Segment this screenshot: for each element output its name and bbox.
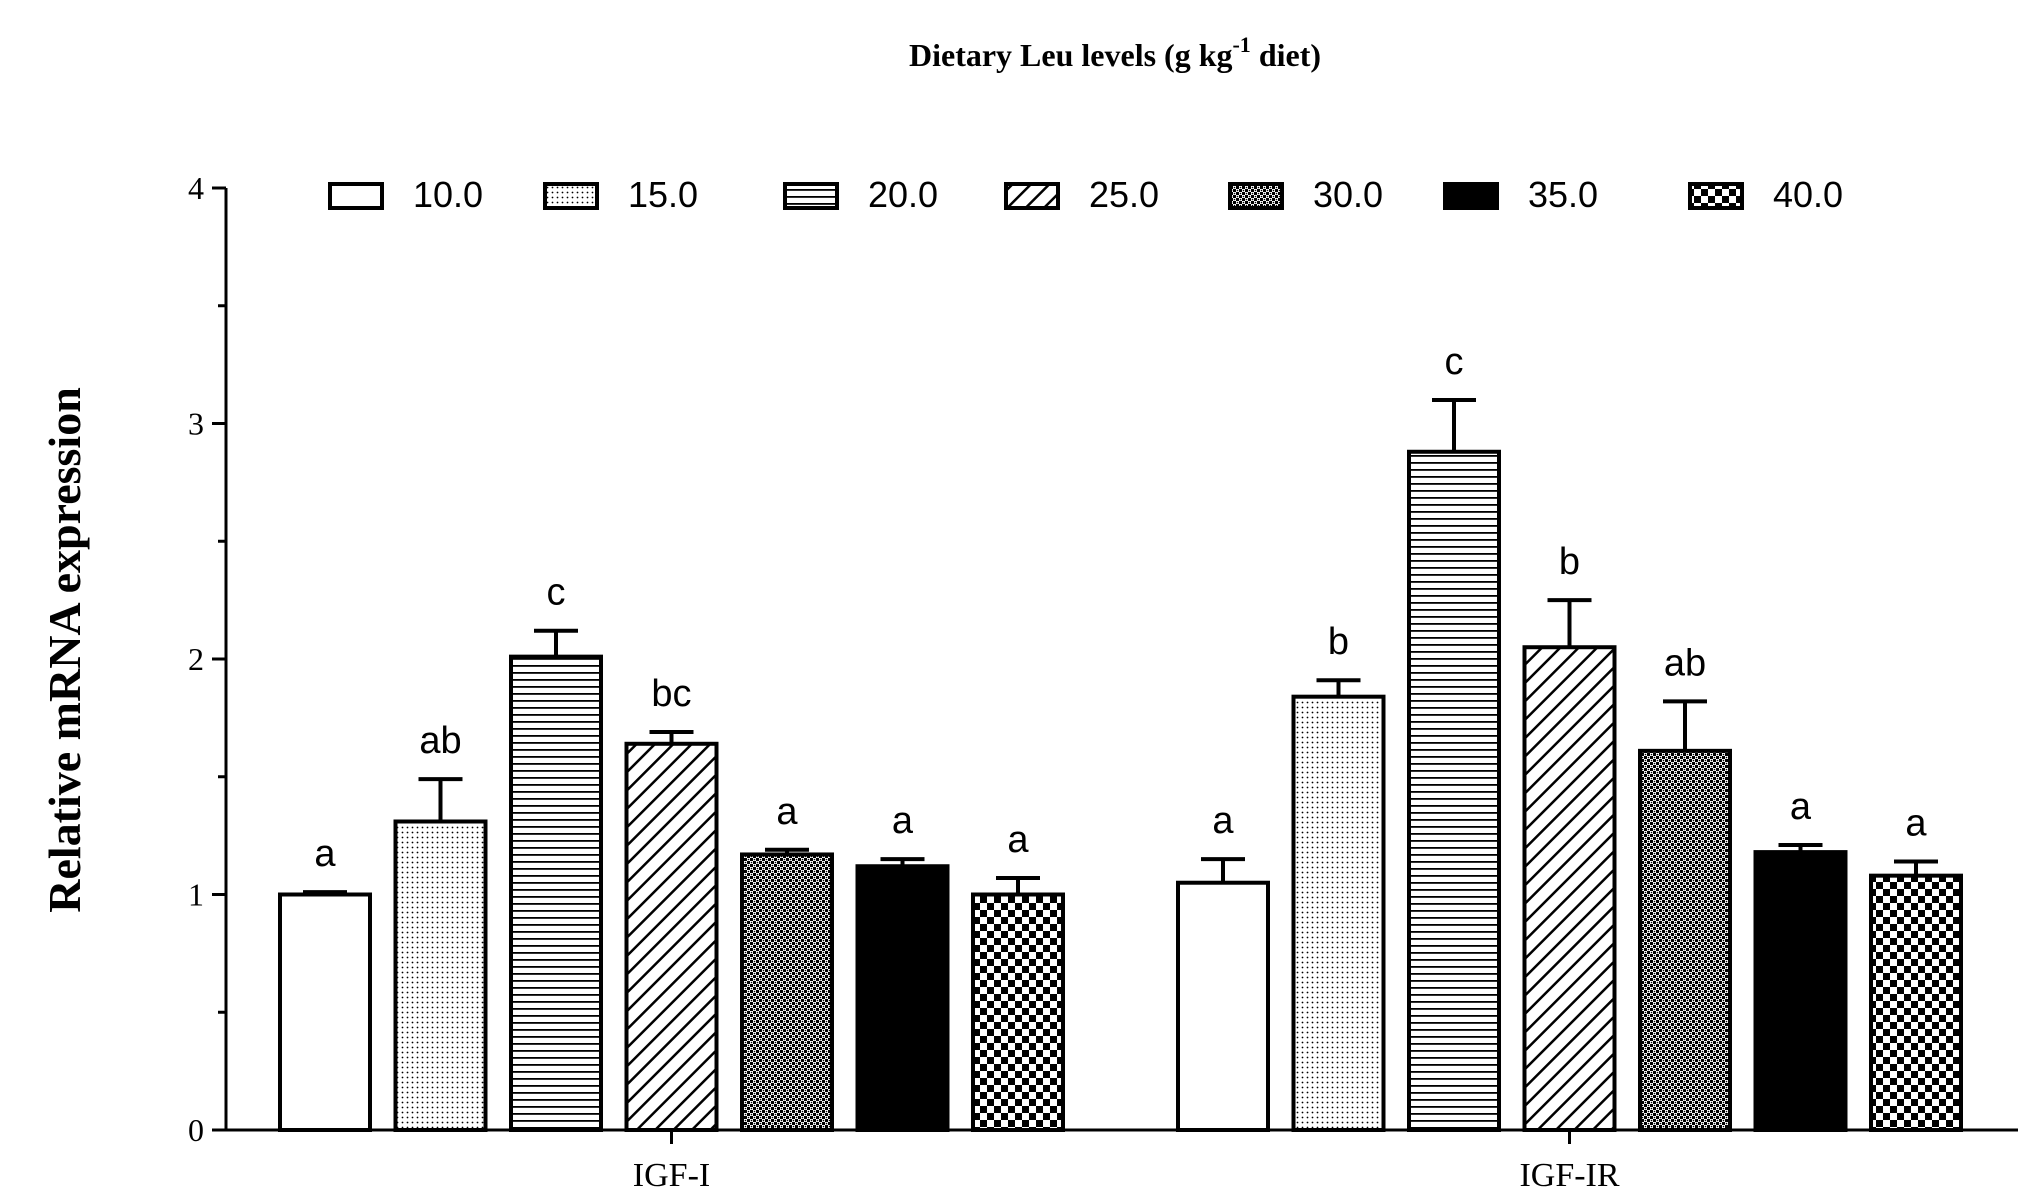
significance-label: a bbox=[314, 833, 336, 875]
y-tick-label: 2 bbox=[188, 641, 204, 677]
significance-label: b bbox=[1559, 541, 1580, 583]
legend-swatch bbox=[328, 182, 384, 210]
legend: 10.0 15.0 20.0 25.0 30.0 35.0 40.0 bbox=[328, 174, 1843, 215]
y-tick-label: 1 bbox=[188, 877, 204, 913]
bar bbox=[393, 819, 488, 1132]
legend-label: 10.0 bbox=[413, 174, 483, 215]
y-tick-label: 4 bbox=[188, 170, 204, 206]
significance-label: a bbox=[1790, 786, 1812, 828]
bar bbox=[971, 892, 1065, 1132]
bar bbox=[855, 864, 950, 1132]
x-tick-label: IGF-I bbox=[633, 1157, 710, 1194]
significance-label: ab bbox=[1664, 642, 1706, 684]
chart-title: Dietary Leu levels (g kg-1 diet) bbox=[909, 32, 1321, 73]
legend-label: 30.0 bbox=[1313, 174, 1383, 215]
y-tick-label: 0 bbox=[188, 1112, 204, 1148]
bar bbox=[1869, 873, 1963, 1132]
bar bbox=[1176, 880, 1270, 1132]
bar bbox=[624, 741, 719, 1133]
legend-swatch bbox=[1688, 182, 1744, 210]
bar bbox=[1522, 645, 1617, 1132]
bar bbox=[1291, 694, 1386, 1132]
significance-label: a bbox=[892, 800, 914, 842]
significance-label: a bbox=[1212, 800, 1234, 842]
significance-label: c bbox=[1445, 341, 1464, 383]
legend-label: 20.0 bbox=[868, 174, 938, 215]
chart-title-superscript: -1 bbox=[1232, 32, 1250, 57]
significance-label: a bbox=[1007, 819, 1029, 861]
significance-label: a bbox=[1905, 803, 1927, 845]
y-axis-label: Relative mRNA expression bbox=[39, 387, 90, 913]
legend-swatch bbox=[1443, 182, 1499, 210]
significance-label: c bbox=[547, 572, 566, 614]
y-tick-label: 3 bbox=[188, 406, 204, 442]
x-tick-label: IGF-IR bbox=[1519, 1157, 1619, 1194]
significance-label: a bbox=[776, 791, 798, 833]
chart-title-main: Dietary Leu levels (g kg bbox=[909, 37, 1233, 73]
bar bbox=[740, 852, 834, 1133]
legend-label: 25.0 bbox=[1089, 174, 1159, 215]
bar bbox=[278, 892, 372, 1132]
legend-label: 40.0 bbox=[1773, 174, 1843, 215]
legend-swatch bbox=[783, 182, 839, 210]
bar bbox=[509, 654, 603, 1133]
significance-label: b bbox=[1328, 621, 1349, 663]
bar bbox=[1407, 449, 1501, 1132]
chart-title-tail: diet) bbox=[1251, 37, 1321, 73]
significance-label: ab bbox=[419, 720, 461, 762]
bar bbox=[1753, 850, 1848, 1132]
legend-swatch bbox=[1228, 182, 1284, 210]
bar bbox=[1638, 748, 1732, 1132]
legend-swatch bbox=[1004, 182, 1060, 210]
legend-label: 35.0 bbox=[1528, 174, 1598, 215]
legend-swatch bbox=[543, 182, 599, 210]
significance-label: bc bbox=[651, 673, 691, 715]
legend-label: 15.0 bbox=[628, 174, 698, 215]
